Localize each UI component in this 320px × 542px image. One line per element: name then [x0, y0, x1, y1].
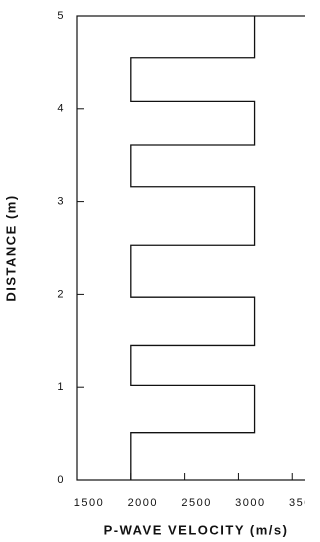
x-tick-label: 2500	[181, 497, 211, 509]
x-axis-label: P-WAVE VELOCITY (m/s)	[104, 522, 289, 537]
y-axis-label: DISTANCE (m)	[3, 194, 18, 301]
x-tick-label: 1500	[74, 497, 104, 509]
y-tick-label: 2	[57, 288, 65, 300]
x-tick-label: 2000	[128, 497, 158, 509]
x-tick-label: 3500	[289, 497, 305, 509]
plot-frame	[76, 15, 305, 481]
y-tick-label: 1	[57, 381, 65, 393]
y-tick-label: 5	[57, 10, 65, 22]
y-tick-label: 4	[57, 103, 65, 115]
chart: P-WAVE VELOCITY (m/s) DISTANCE (m) 0 1 2 3 4…	[3, 10, 305, 537]
x-tick-label: 3000	[235, 497, 265, 509]
y-tick-label: 0	[57, 474, 65, 486]
velocity-profile	[130, 16, 256, 480]
y-tick-label: 3	[57, 196, 65, 208]
